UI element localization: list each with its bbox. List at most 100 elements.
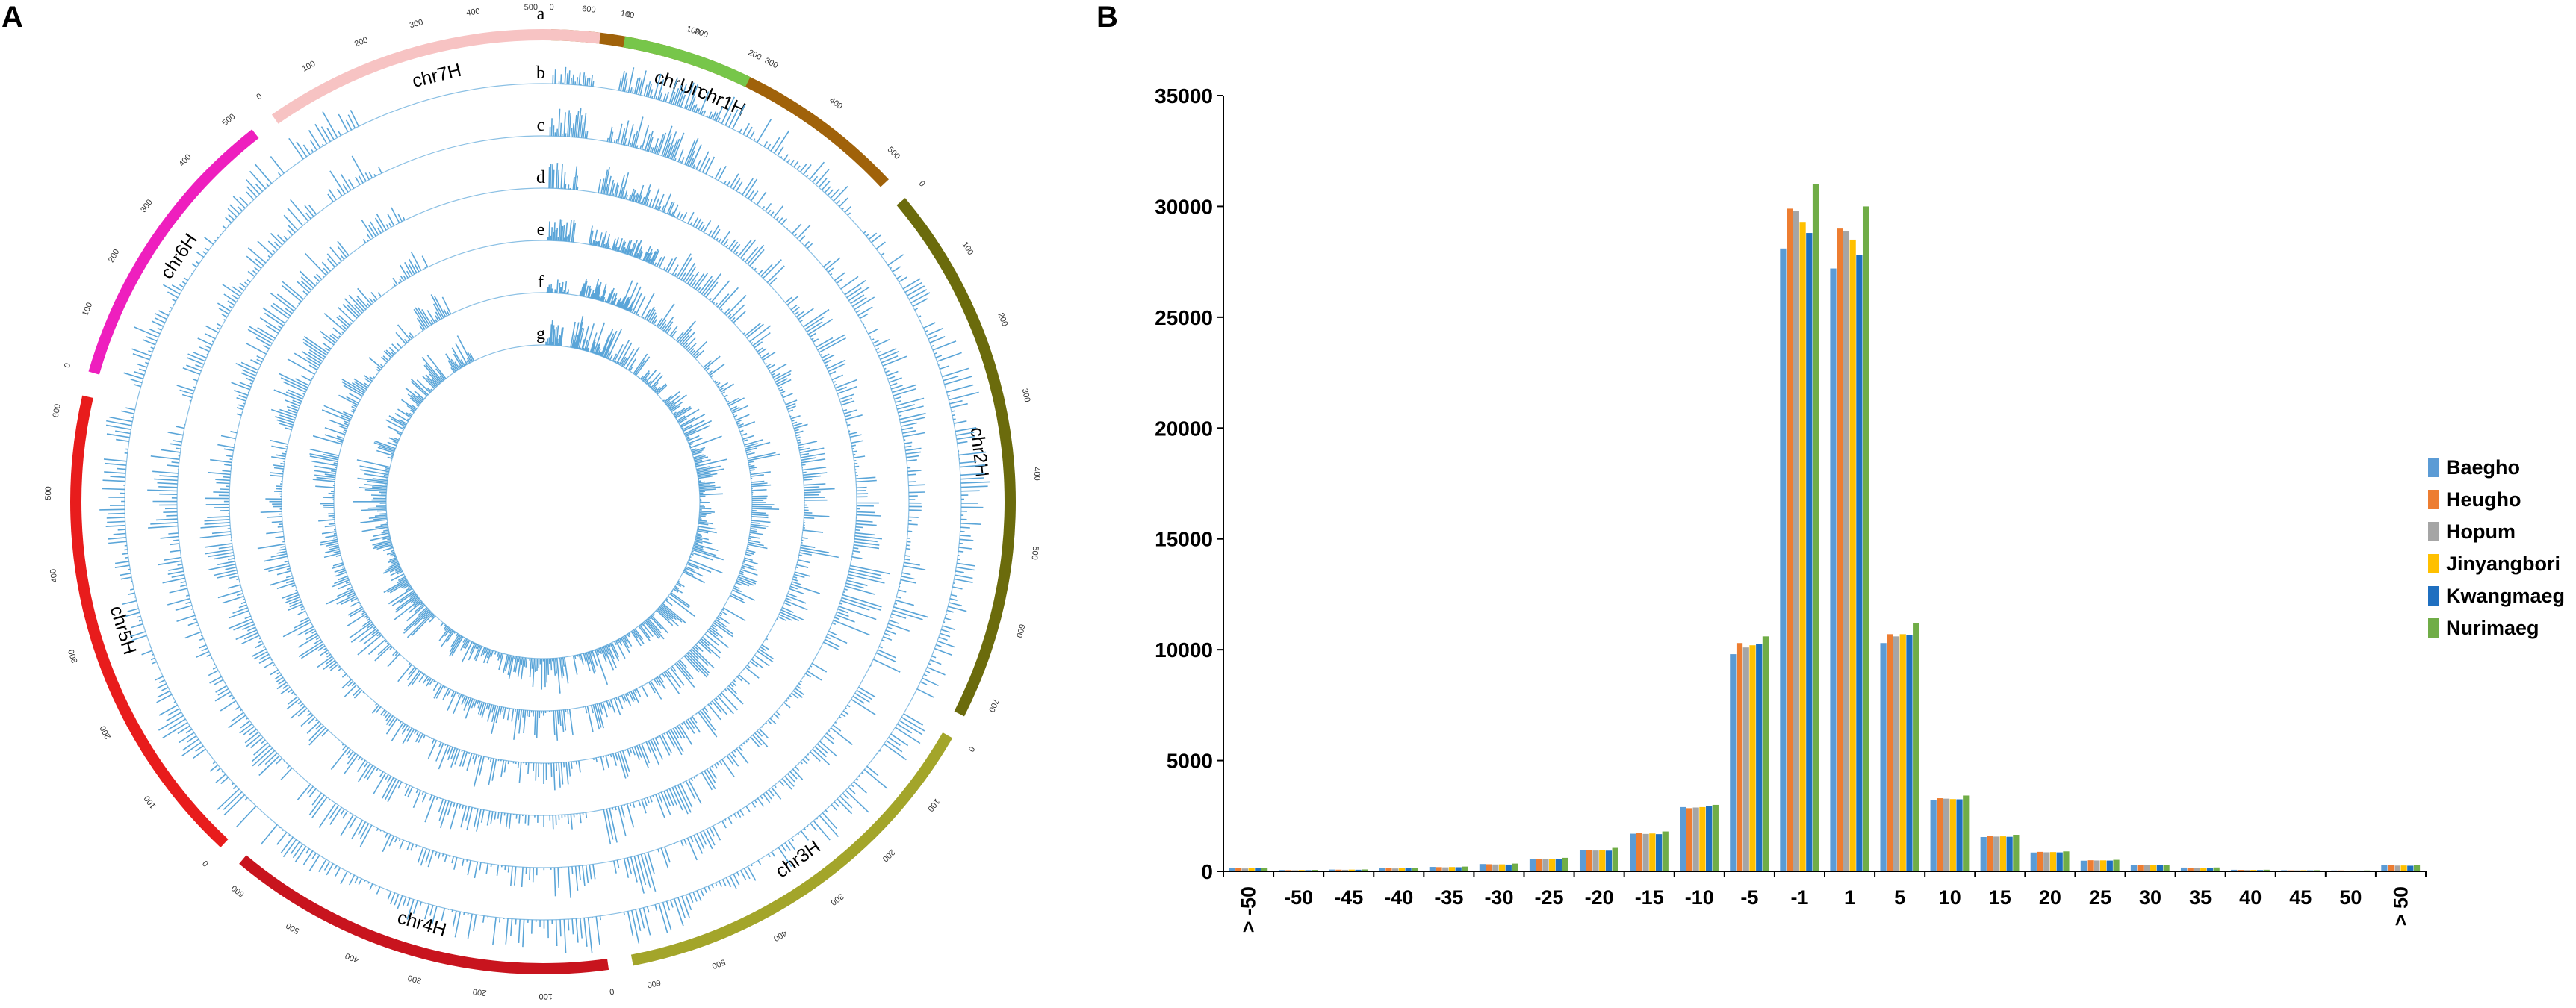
x-tick-label: -45 xyxy=(1334,886,1363,909)
circos-plot: 0100200300400500chr1H0100200300400500600… xyxy=(44,3,1042,1001)
bar-Hopum--10 xyxy=(1692,807,1699,871)
bar-Jinyangbori-> 50 xyxy=(2400,865,2407,871)
position-tick: 200 xyxy=(99,724,113,741)
y-tick-label: 20000 xyxy=(1155,417,1213,440)
bar-Jinyangbori-25 xyxy=(2099,860,2107,871)
legend-swatch xyxy=(2428,618,2439,638)
ring-label-d: d xyxy=(536,168,545,187)
position-tick: 500 xyxy=(44,486,53,500)
bar-Kwangmaeg--10 xyxy=(1706,806,1713,871)
bar-Nurimaeg--1 xyxy=(1812,184,1819,871)
bar-Jinyangbori-35 xyxy=(2200,868,2207,871)
bar-Heugho-10 xyxy=(1937,798,1943,871)
bar-Kwangmaeg--50 xyxy=(1305,870,1312,871)
bar-Kwangmaeg--5 xyxy=(1756,644,1763,871)
position-tick: 0 xyxy=(917,179,927,188)
bar-Kwangmaeg-35 xyxy=(2206,868,2214,871)
bar-Heugho-1 xyxy=(1837,228,1843,872)
bar-marks xyxy=(1229,184,2421,872)
bar-Kwangmaeg--15 xyxy=(1655,834,1663,871)
bar-Baegho-5 xyxy=(1880,643,1887,871)
position-tick: 200 xyxy=(353,35,369,49)
y-tick-label: 5000 xyxy=(1167,750,1213,773)
bar-Kwangmaeg--20 xyxy=(1605,850,1613,871)
bar-Baegho--20 xyxy=(1579,850,1586,871)
track-c xyxy=(147,108,928,898)
bar-Jinyangbori--10 xyxy=(1699,806,1706,871)
bar-Baegho-40 xyxy=(2231,869,2238,871)
chromosome-label-chr2H: chr2H xyxy=(966,426,993,478)
bar-Kwangmaeg--40 xyxy=(1405,868,1412,871)
ring-label-c: c xyxy=(537,116,545,135)
x-tick-label: 10 xyxy=(1939,886,1961,909)
x-tick-label: 30 xyxy=(2139,886,2161,909)
position-tick: 300 xyxy=(829,892,845,907)
position-tick: 600 xyxy=(1014,623,1026,638)
bar-Heugho--30 xyxy=(1486,864,1492,871)
legend-swatch xyxy=(2428,490,2439,509)
position-tick: 500 xyxy=(710,957,726,971)
y-tick-label: 30000 xyxy=(1155,195,1213,218)
legend-label: Hopum xyxy=(2446,520,2516,543)
bar-Jinyangbori--40 xyxy=(1398,868,1406,871)
bar-Hopum-25 xyxy=(2094,860,2100,871)
bar-Kwangmaeg-30 xyxy=(2156,865,2163,871)
bar-Nurimaeg-15 xyxy=(2013,835,2020,871)
bar-Nurimaeg--45 xyxy=(1362,869,1368,871)
position-tick: 100 xyxy=(81,301,94,317)
x-tick-label: -5 xyxy=(1740,886,1758,909)
bar-Heugho--50 xyxy=(1285,870,1292,871)
bar-Hopum-1 xyxy=(1843,231,1850,871)
bar-Kwangmaeg-10 xyxy=(1956,799,1963,871)
bar-chart: 0 5000 10000 15000 20000 25000 30000 35000 > -5… xyxy=(1155,84,2565,933)
position-tick: 400 xyxy=(772,928,788,942)
x-tick-label: 40 xyxy=(2239,886,2262,909)
bar-Heugho--25 xyxy=(1536,859,1542,871)
position-tick: 200 xyxy=(107,248,122,264)
bar-Kwangmaeg-25 xyxy=(2106,860,2113,871)
y-tick-label: 0 xyxy=(1201,860,1213,883)
bar-Baegho--40 xyxy=(1379,868,1385,871)
position-tick: 700 xyxy=(987,697,1000,714)
bar-Jinyangbori--15 xyxy=(1649,833,1656,871)
position-tick: 0 xyxy=(549,3,553,12)
position-tick: 500 xyxy=(221,112,238,128)
bar-Nurimaeg--50 xyxy=(1312,870,1318,871)
bar-Heugho--40 xyxy=(1385,868,1392,871)
panel-label-b: B xyxy=(1096,1,1118,34)
bar-Heugho-5 xyxy=(1887,634,1893,871)
x-tick-label: -30 xyxy=(1484,886,1513,909)
bar-Kwangmaeg--1 xyxy=(1806,233,1813,872)
legend-label: Baegho xyxy=(2446,456,2520,479)
bar-Nurimaeg-20 xyxy=(2063,851,2070,871)
chromosome-band-chr5H xyxy=(70,395,229,847)
bar-Baegho--15 xyxy=(1630,833,1636,871)
bar-Baegho--25 xyxy=(1529,859,1536,871)
bar-Nurimaeg-5 xyxy=(1913,623,1919,871)
bar-Heugho--35 xyxy=(1436,867,1442,871)
bar-Hopum--15 xyxy=(1642,833,1649,871)
bar-Hopum-40 xyxy=(2244,870,2250,871)
position-tick: 100 xyxy=(685,25,701,37)
bar-Kwangmaeg-> -50 xyxy=(1255,868,1261,871)
bar-Heugho--45 xyxy=(1335,869,1342,871)
bar-Nurimaeg-> -50 xyxy=(1261,868,1268,871)
bar-Nurimaeg-1 xyxy=(1862,206,1869,871)
bar-Jinyangbori-15 xyxy=(1999,836,2007,871)
x-tick-label: 1 xyxy=(1844,886,1855,909)
position-tick: 300 xyxy=(139,198,155,214)
bar-Jinyangbori-10 xyxy=(1949,799,1956,871)
bar-Heugho--1 xyxy=(1787,208,1793,871)
bar-Heugho-> 50 xyxy=(2388,865,2395,871)
bar-Heugho-30 xyxy=(2137,865,2144,871)
x-tick-label: > -50 xyxy=(1238,886,1260,933)
position-tick: 0 xyxy=(966,744,976,753)
chromosome-band-chr6H xyxy=(88,129,259,375)
bar-Kwangmaeg-15 xyxy=(2006,836,2013,871)
track-e xyxy=(257,219,839,791)
bar-Kwangmaeg--25 xyxy=(1555,859,1562,871)
track-g xyxy=(353,315,727,694)
bar-Nurimaeg--30 xyxy=(1512,863,1518,871)
y-tick-label: 35000 xyxy=(1155,84,1213,108)
